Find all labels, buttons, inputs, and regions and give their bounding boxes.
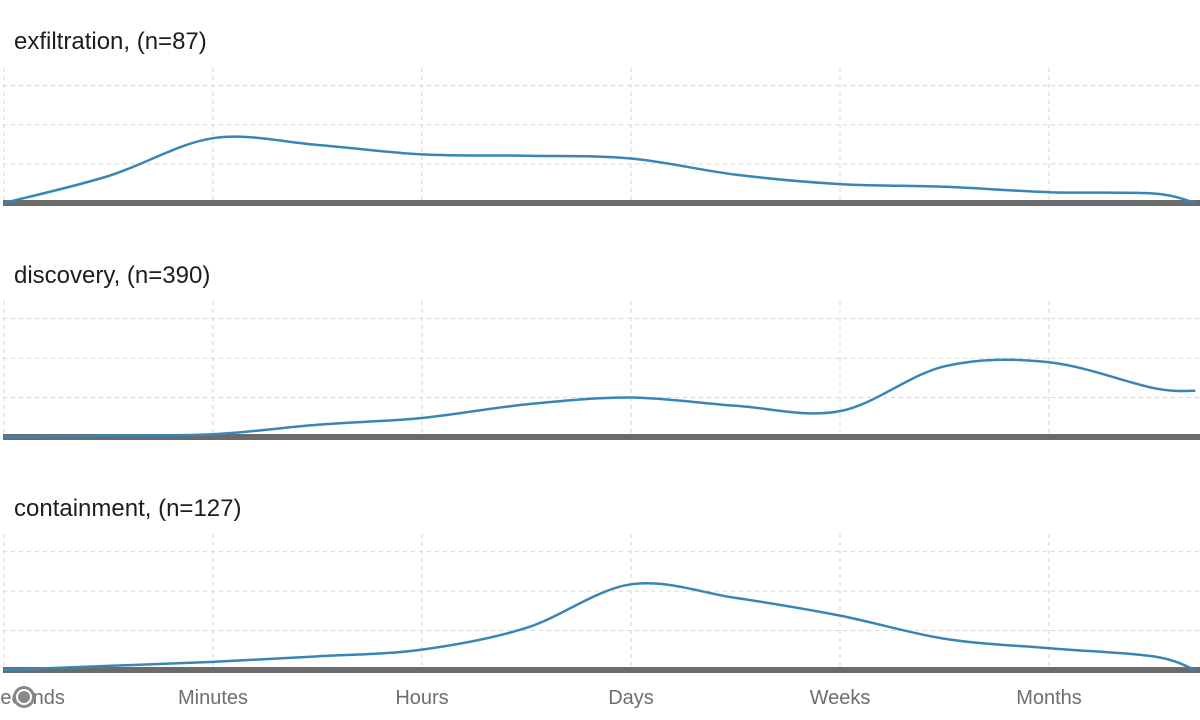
x-tick-days: Days [608,687,654,709]
x-tick-weeks: Weeks [810,687,871,709]
x-tick-minutes: Minutes [178,687,248,709]
panel-1: exfiltration, (n=87) [3,28,1200,206]
panel-2: discovery, (n=390) [3,262,1200,440]
pointer-icon [13,686,35,708]
x-tick-hours: Hours [395,687,448,709]
panel-title-3: containment, (n=127) [14,495,241,522]
x-tick-months: Months [1016,687,1082,709]
panel-title-2: discovery, (n=390) [14,262,210,289]
x-axis: SecondsMinutesHoursDaysWeeksMonths [0,687,1082,709]
panel-3: containment, (n=127) [3,495,1200,673]
panel-title-1: exfiltration, (n=87) [14,28,207,55]
panel-1-density-line [3,135,1196,205]
panel-2-density-line [3,358,1196,439]
panel-3-density-line [3,582,1196,672]
